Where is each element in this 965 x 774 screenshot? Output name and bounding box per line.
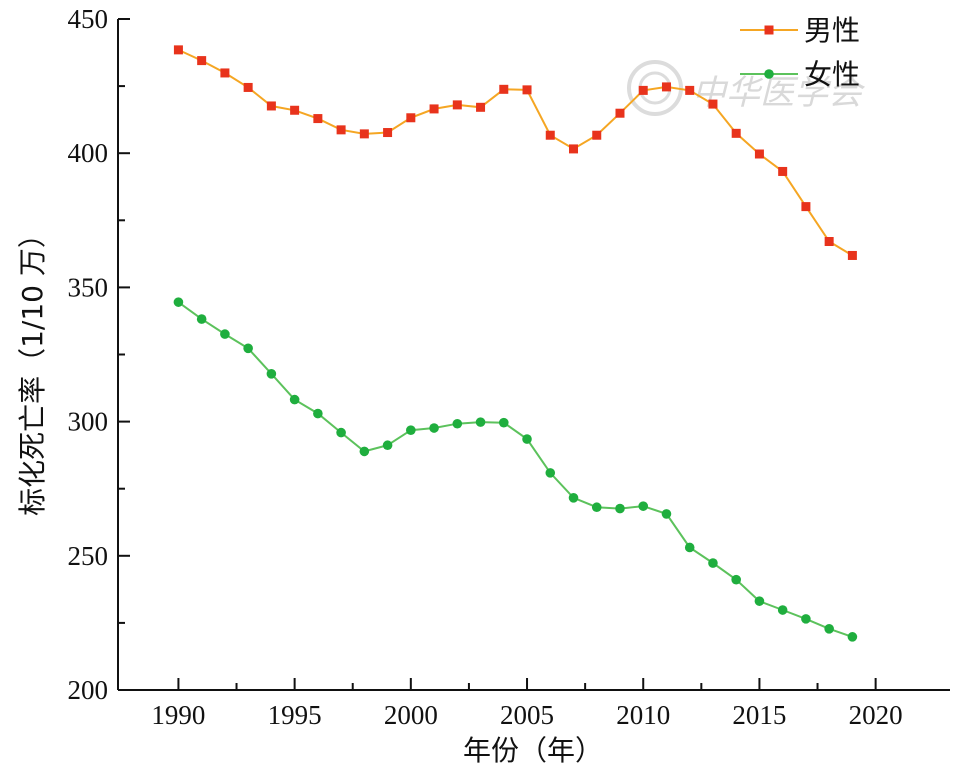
- data-point: [452, 418, 463, 429]
- data-point: [173, 297, 184, 307]
- data-point: [684, 542, 695, 553]
- data-point: [359, 446, 370, 457]
- data-point: [359, 129, 369, 139]
- x-tick-label: 2015: [732, 700, 786, 730]
- data-point: [592, 130, 602, 140]
- data-point: [475, 417, 486, 427]
- legend-marker: [764, 25, 774, 35]
- data-point: [313, 408, 323, 419]
- data-point: [266, 369, 277, 379]
- data-point: [824, 237, 834, 247]
- data-point: [383, 128, 393, 138]
- y-tick-label: 450: [68, 4, 109, 34]
- data-point: [754, 149, 764, 159]
- data-point: [290, 105, 300, 115]
- data-point: [801, 202, 811, 212]
- data-point: [406, 113, 416, 123]
- data-point: [243, 343, 253, 354]
- data-point: [708, 558, 718, 568]
- x-tick-label: 2020: [849, 700, 903, 730]
- x-tick-label: 2010: [616, 700, 670, 730]
- x-tick-label: 2000: [384, 700, 438, 730]
- axes: [117, 19, 950, 691]
- y-tick-label: 300: [68, 407, 109, 437]
- y-tick-label: 200: [68, 675, 109, 705]
- y-axis-title: 标化死亡率（1/10 万）: [16, 220, 49, 516]
- watermark: 中华医学会: [627, 60, 866, 116]
- x-tick-label: 1990: [151, 700, 205, 730]
- watermark-seal-icon: [627, 60, 683, 116]
- legend-marker: [764, 69, 774, 79]
- series-layer: [173, 45, 858, 642]
- data-point: [638, 85, 648, 95]
- data-point: [708, 99, 718, 109]
- data-point: [778, 166, 788, 176]
- data-point: [499, 84, 509, 94]
- watermark-text: 中华医学会: [692, 73, 866, 113]
- data-point: [754, 596, 765, 606]
- data-point: [406, 425, 416, 435]
- data-point: [545, 130, 555, 140]
- series-line: [177, 301, 853, 638]
- data-point: [220, 329, 230, 339]
- legend-label: 女性: [804, 58, 860, 91]
- data-point: [266, 101, 276, 111]
- data-point: [243, 82, 253, 92]
- y-ticks: 200 250 300 350 400 450: [68, 4, 130, 705]
- data-point: [336, 427, 346, 438]
- y-tick-label: 350: [68, 272, 109, 302]
- data-point: [847, 632, 858, 642]
- legend-label: 男性: [804, 14, 860, 47]
- data-point: [429, 423, 439, 433]
- data-point: [476, 102, 486, 112]
- x-tick-label: 1995: [268, 700, 322, 730]
- x-ticks: 1990 1995 2000 2005 2010 2015 2020: [151, 678, 903, 730]
- data-point: [429, 104, 439, 114]
- data-point: [777, 605, 788, 615]
- y-tick-label: 400: [68, 138, 109, 168]
- data-point: [824, 624, 834, 634]
- x-axis-title: 年份（年）: [463, 734, 603, 767]
- data-point: [685, 85, 695, 95]
- data-point: [638, 501, 649, 511]
- data-point: [661, 509, 672, 519]
- data-point: [731, 128, 741, 138]
- data-point: [568, 493, 579, 503]
- data-point: [661, 82, 671, 92]
- data-point: [591, 502, 602, 513]
- data-point: [173, 45, 183, 55]
- data-point: [313, 114, 323, 124]
- data-point: [615, 503, 625, 514]
- x-tick-label: 2005: [500, 700, 554, 730]
- data-point: [615, 108, 625, 118]
- data-point: [382, 440, 393, 451]
- data-point: [336, 125, 346, 135]
- data-point: [847, 250, 857, 260]
- data-point: [452, 100, 462, 110]
- data-point: [731, 574, 741, 585]
- data-point: [197, 56, 207, 66]
- data-point: [289, 394, 300, 405]
- data-point: [569, 144, 579, 154]
- y-tick-label: 250: [68, 541, 109, 571]
- data-point: [220, 68, 230, 78]
- data-point: [498, 417, 509, 428]
- data-point: [196, 314, 207, 324]
- data-point: [522, 85, 532, 95]
- data-point: [522, 434, 532, 444]
- data-point: [545, 468, 556, 478]
- data-point: [801, 614, 811, 624]
